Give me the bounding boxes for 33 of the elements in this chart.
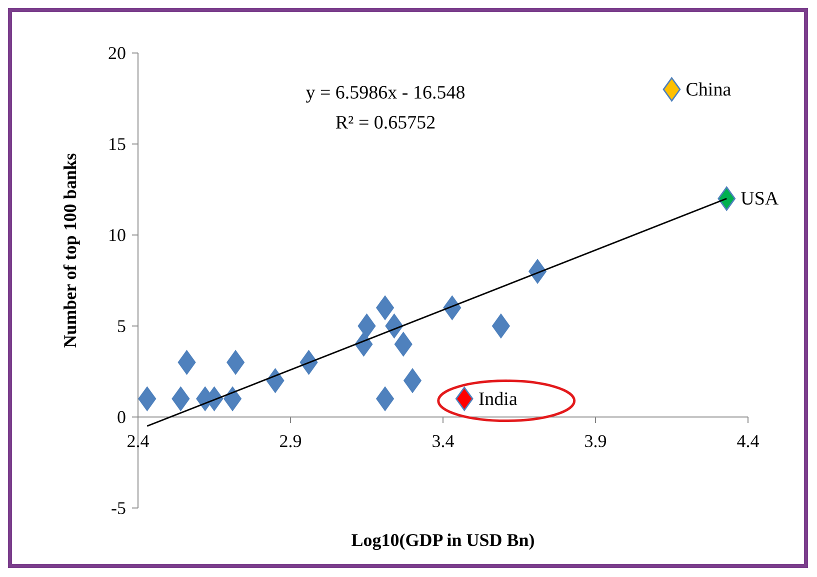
point: [172, 386, 190, 411]
series-label: China: [686, 79, 732, 100]
point: [376, 386, 394, 411]
point: [662, 77, 681, 102]
y-tick-label: 0: [117, 407, 126, 427]
point: [394, 332, 412, 356]
x-axis-title: Log10(GDP in USD Bn): [351, 530, 535, 550]
point: [266, 368, 284, 393]
y-tick-label: 15: [108, 134, 126, 154]
x-tick-label: 3.9: [584, 431, 607, 451]
point: [226, 350, 244, 374]
y-tick-label: 5: [117, 316, 126, 336]
point: [455, 386, 474, 411]
series-label: India: [478, 388, 518, 410]
point: [492, 314, 510, 338]
series-label: USA: [740, 188, 779, 210]
annotation: y = 6.5986x - 16.548: [306, 82, 466, 104]
y-tick-label: -5: [111, 498, 126, 518]
y-tick-label: 20: [108, 43, 126, 63]
point: [224, 386, 242, 411]
point: [718, 186, 736, 211]
annotation: R² = 0.65752: [335, 112, 436, 134]
y-axis-title: Number of top 100 banks: [60, 153, 80, 348]
point: [178, 350, 196, 374]
point: [138, 386, 156, 411]
point: [376, 296, 394, 320]
point: [358, 314, 376, 338]
x-tick-label: 2.4: [126, 431, 150, 451]
y-tick-label: 10: [108, 225, 126, 245]
x-tick-label: 4.4: [736, 431, 760, 451]
x-tick-label: 2.9: [279, 431, 302, 451]
x-tick-label: 3.4: [432, 431, 454, 451]
point: [404, 368, 422, 393]
